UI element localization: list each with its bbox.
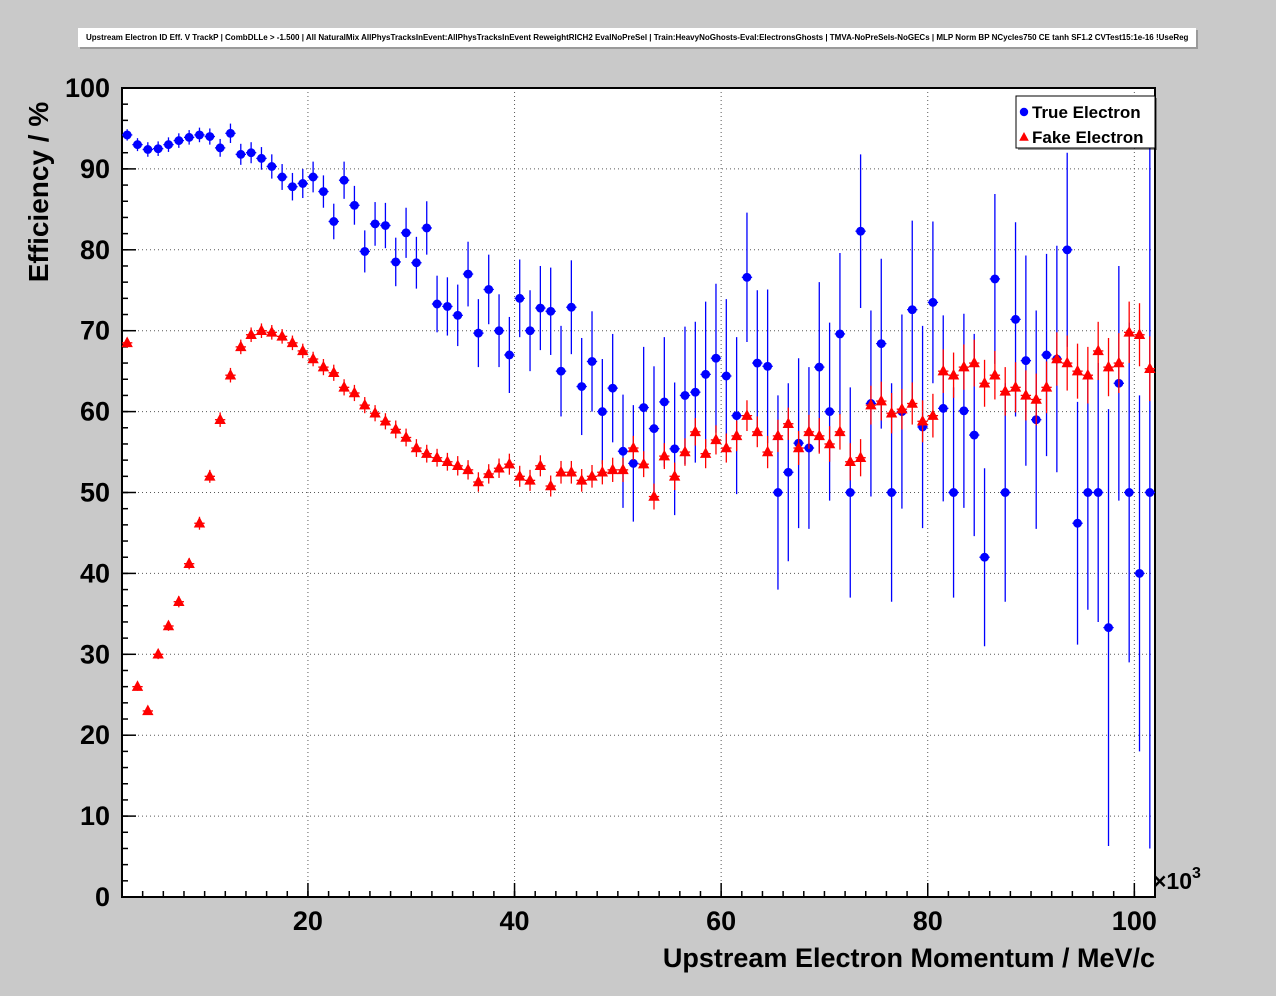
series-fake-electron	[121, 301, 1156, 716]
x-tick-label: 80	[913, 906, 943, 936]
y-tick-label: 70	[80, 316, 110, 346]
x-tick-label: 20	[293, 906, 323, 936]
legend-marker-triangle	[1019, 132, 1029, 141]
series-true-electron	[122, 123, 1155, 849]
x-tick-label: 100	[1112, 906, 1157, 936]
tick-marks	[121, 87, 1156, 898]
y-tick-label: 50	[80, 478, 110, 508]
legend-label: True Electron	[1032, 103, 1141, 122]
axis-tick-labels: 0 10 20 30 40 50 60 70 80 90 100 20 40 60 80 100 ×103	[65, 73, 1201, 936]
legend: True Electron Fake Electron	[1015, 95, 1157, 150]
plot-title: Upstream Electron ID Eff. V TrackP | Com…	[78, 28, 1197, 47]
x-axis-exponent: ×103	[1153, 865, 1201, 894]
y-axis-title: Efficiency / %	[23, 102, 54, 283]
y-tick-label: 60	[80, 397, 110, 427]
x-tick-label: 40	[500, 906, 530, 936]
legend-marker-circle	[1019, 107, 1029, 117]
x-axis-title: Upstream Electron Momentum / MeV/c	[663, 943, 1155, 973]
x-tick-label: 60	[706, 906, 736, 936]
y-tick-label: 0	[95, 882, 110, 912]
y-tick-label: 80	[80, 235, 110, 265]
y-tick-label: 100	[65, 73, 110, 103]
y-tick-label: 30	[80, 639, 110, 669]
axis-titles: Upstream Electron Momentum / MeV/c Effici…	[23, 102, 1155, 973]
legend-label: Fake Electron	[1032, 128, 1144, 147]
y-tick-label: 90	[80, 154, 110, 184]
y-tick-label: 20	[80, 720, 110, 750]
y-tick-label: 10	[80, 801, 110, 831]
y-tick-label: 40	[80, 558, 110, 588]
legend-box	[1015, 95, 1156, 149]
